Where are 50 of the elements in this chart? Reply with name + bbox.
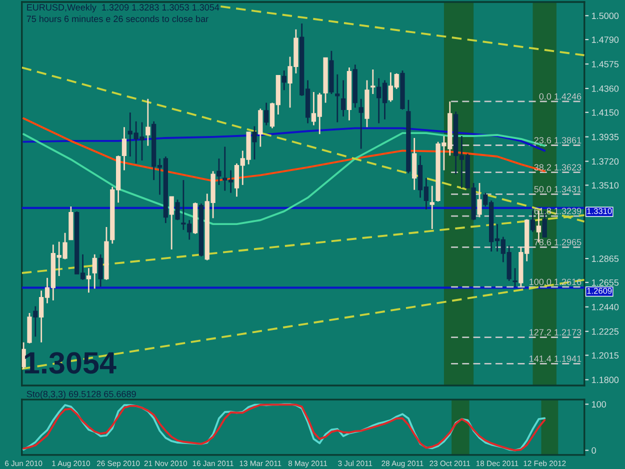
- candlestick: [216, 158, 222, 186]
- candlestick: [264, 102, 269, 126]
- chart-title: Sto(8,3,3) 69.5128 65.6689: [26, 390, 136, 400]
- ref-line-label: 50.0 1.3431: [534, 186, 582, 192]
- y-tick-label: 1.4575: [592, 61, 619, 68]
- candlestick: [92, 254, 97, 290]
- candlestick: [86, 267, 92, 294]
- candlestick: [430, 185, 434, 230]
- y-tick-label: 1.3510: [592, 182, 619, 189]
- candlestick: [146, 98, 150, 147]
- ref-line-label: 23.6 1.3861: [534, 137, 582, 144]
- candlestick: [175, 198, 180, 221]
- candlestick: [252, 126, 257, 160]
- ref-line-label: 1.2609: [587, 288, 612, 294]
- ref-line-label: 0.0 1.4246: [539, 93, 582, 100]
- ref-line-label: 78.6 1.2965: [534, 239, 582, 246]
- y-tick-label: 1.3720: [592, 158, 619, 165]
- y-tick-label: 1.2440: [592, 304, 619, 310]
- text: 75 hours 6 minutes e 26 seconds to close bar: [26, 15, 208, 22]
- ref-line-label: 1.3310: [587, 208, 612, 214]
- candlestick: [335, 74, 340, 123]
- y-tick-label: 1.2015: [592, 352, 619, 359]
- candlestick: [340, 80, 346, 118]
- candlestick: [530, 210, 536, 233]
- chart-title: EURUSD,Weekly 1.3209 1.3283 1.3053 1.3054: [27, 4, 220, 12]
- candlestick: [33, 306, 38, 338]
- candlestick: [370, 68, 376, 95]
- y-tick-label: 1.2225: [592, 328, 619, 335]
- y-tick-label: 0: [592, 447, 596, 454]
- y-tick-label: 1.4150: [592, 109, 619, 116]
- candlestick: [358, 98, 364, 150]
- y-tick-label: 1.2655: [592, 279, 619, 286]
- y-tick-label: 1.4790: [592, 36, 619, 43]
- candlestick: [122, 126, 127, 171]
- candlestick: [169, 196, 174, 250]
- ref-line-label: 141.4 1.1941: [530, 356, 582, 362]
- y-tick-label: 1.4360: [592, 85, 619, 92]
- y-tick-label: 1.1800: [592, 376, 619, 384]
- candlestick: [282, 70, 286, 91]
- candlestick: [512, 267, 518, 288]
- y-tick-label: 1.5000: [592, 12, 619, 20]
- ref-line-label: 38.2 1.3623: [534, 164, 582, 171]
- y-tick-label: 100: [592, 401, 606, 408]
- candlestick: [98, 254, 103, 288]
- y-tick-label: 1.2865: [592, 256, 619, 262]
- candlestick: [22, 342, 26, 370]
- candlestick: [477, 182, 482, 218]
- ref-line-label: 127.2 1.2173: [530, 329, 582, 336]
- y-tick-label: 1.3935: [592, 134, 619, 140]
- candlestick: [258, 108, 263, 148]
